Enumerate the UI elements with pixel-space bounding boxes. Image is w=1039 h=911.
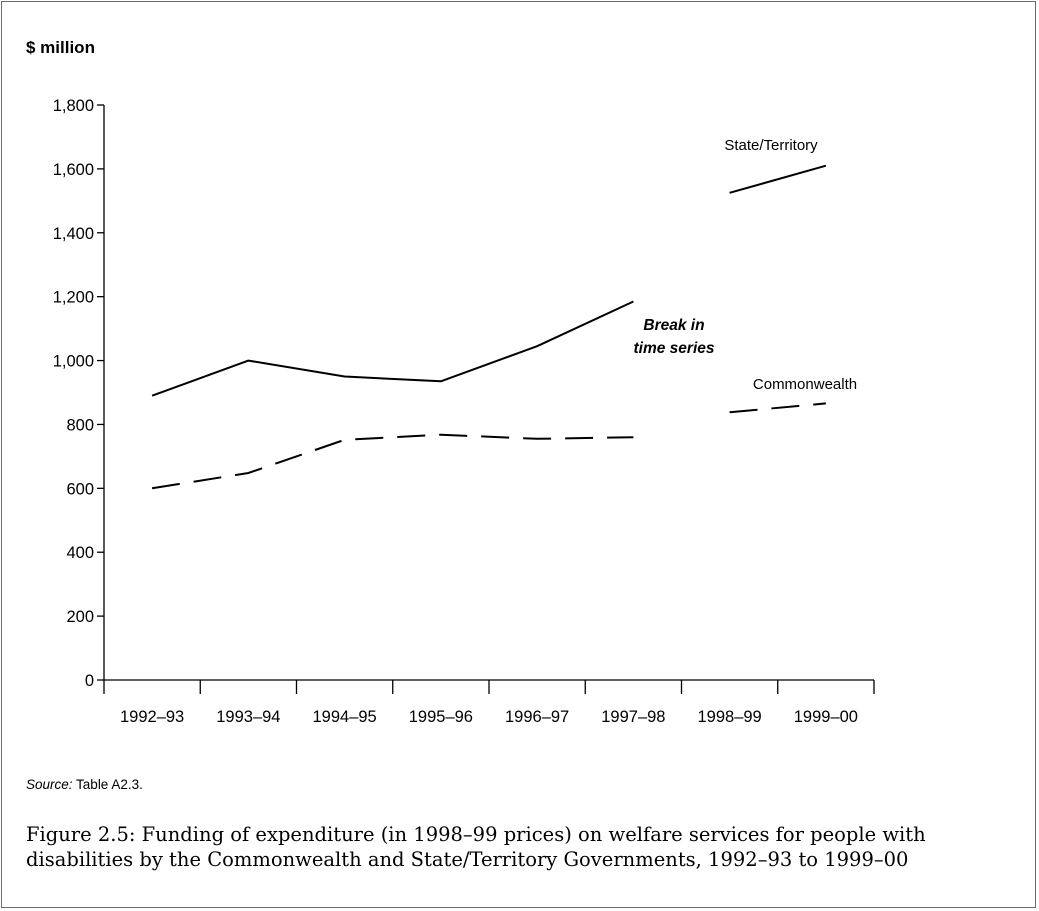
y-tick-label: 1,800 (53, 97, 94, 115)
source-text: Table A2.3. (76, 777, 143, 792)
x-ticks: 1992–93 1993–94 1994–95 1995–96 1996–97 1997–… (103, 680, 875, 726)
x-tick-label: 1997–98 (601, 708, 665, 726)
series-line-state-territory-segment-2 (729, 164, 827, 194)
y-tick-label: 1,600 (53, 161, 94, 179)
x-tick-label: 1998–99 (698, 708, 762, 726)
x-tick-label: 1993–94 (216, 708, 280, 726)
break-annotation-line2: time series (633, 340, 715, 357)
y-tick-label: 200 (66, 608, 94, 626)
x-tick-label: 1996–97 (505, 708, 569, 726)
break-annotation: Break in time series (604, 314, 744, 360)
y-tick-label: 400 (66, 544, 94, 562)
y-ticks: 0 200 400 600 800 1,000 1,200 1,400 1,600 1,800 (53, 97, 104, 690)
x-tick-label: 1999–00 (794, 708, 858, 726)
series-line-commonwealth-segment-1 (151, 433, 634, 490)
series-labels: State/Territory Commonwealth (724, 137, 857, 393)
y-axis-label: $ million (26, 38, 95, 57)
x-tick-label: 1994–95 (313, 708, 377, 726)
series-line-commonwealth-segment-2 (729, 402, 826, 414)
figure-caption: Figure 2.5: Funding of expenditure (in 1… (26, 823, 926, 871)
series-label-state-territory: State/Territory (724, 137, 818, 154)
x-tick-label: 1992–93 (120, 708, 184, 726)
series-label-commonwealth: Commonwealth (753, 376, 857, 393)
source-note: Source: Table A2.3. (26, 777, 143, 792)
series-line-state-territory-segment-1 (151, 300, 634, 397)
series-lines (151, 164, 827, 490)
y-tick-label: 600 (66, 480, 94, 498)
break-annotation-line1: Break in (643, 317, 705, 334)
y-tick-label: 1,400 (53, 225, 94, 243)
y-tick-label: 1,000 (53, 353, 94, 371)
y-tick-label: 0 (85, 672, 94, 690)
source-label: Source: (26, 777, 73, 792)
y-tick-label: 1,200 (53, 289, 94, 307)
x-tick-label: 1995–96 (409, 708, 473, 726)
y-tick-label: 800 (66, 416, 94, 434)
line-chart: 0 200 400 600 800 1,000 1,200 1,400 1,600 1,800 1… (53, 97, 875, 726)
